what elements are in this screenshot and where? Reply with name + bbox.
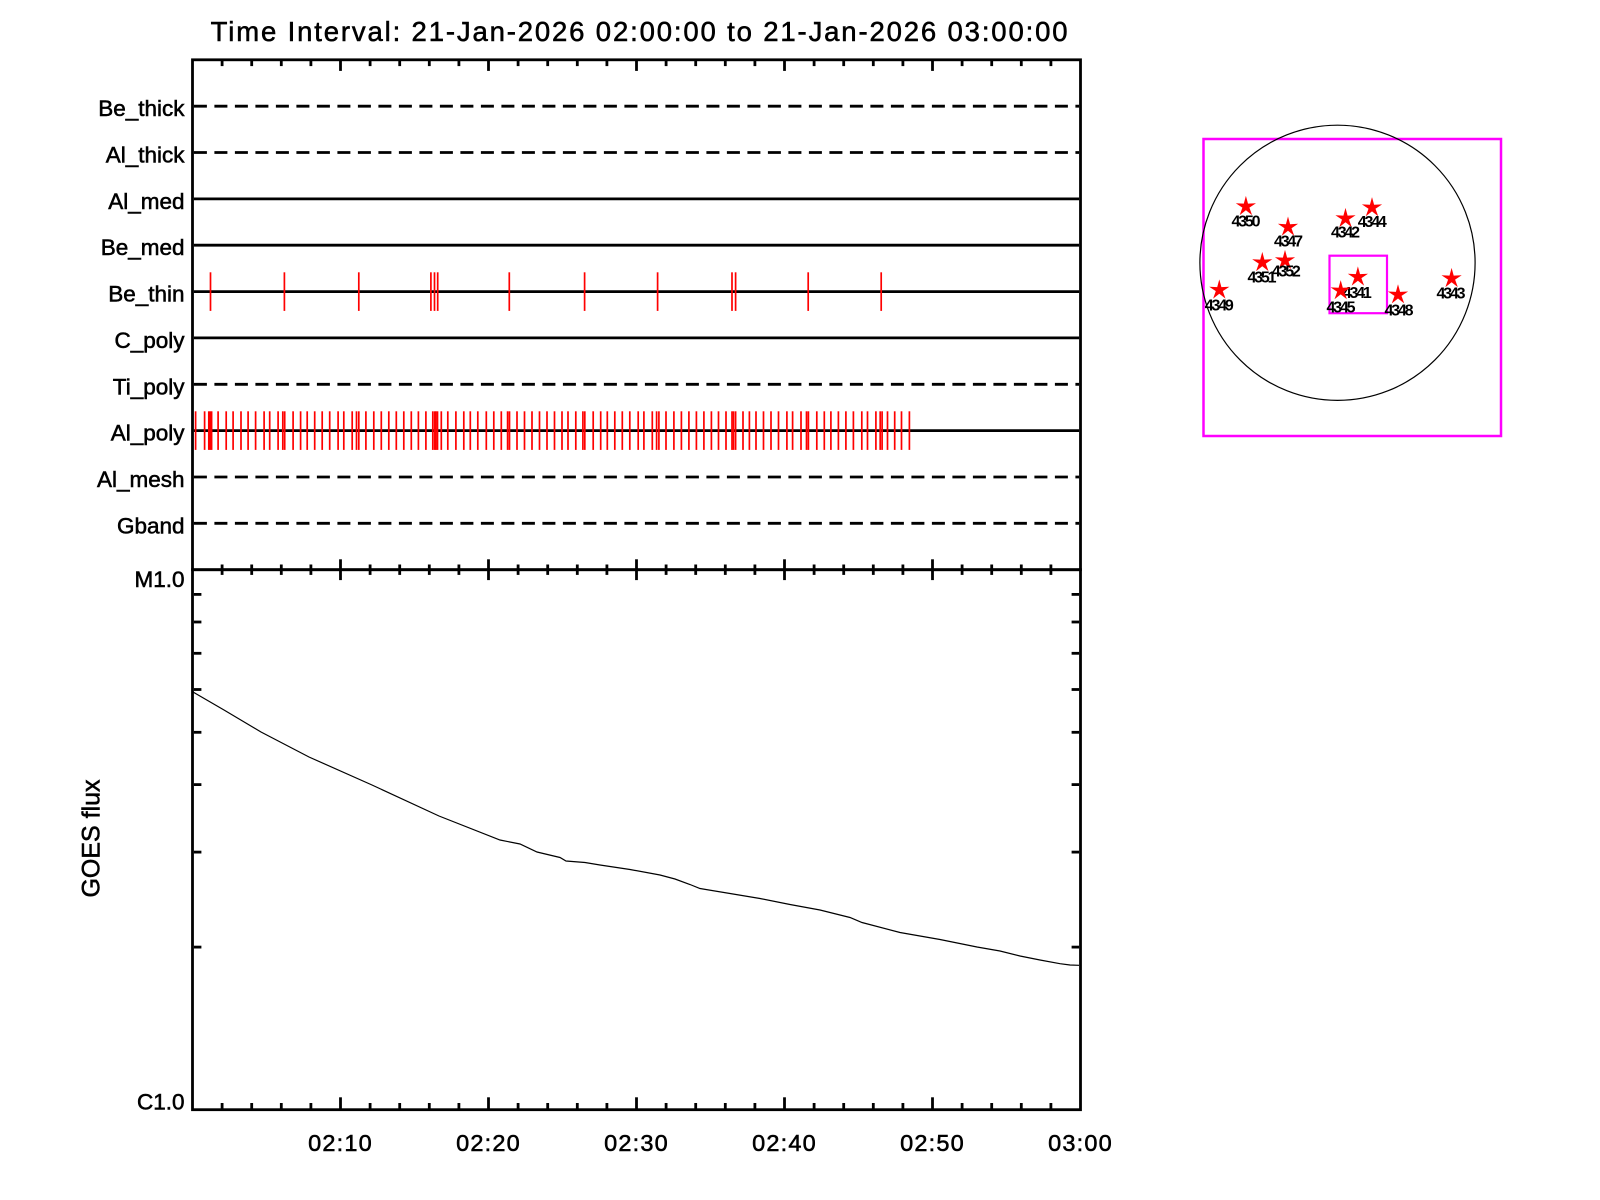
svg-text:Al_poly: Al_poly [111, 421, 186, 446]
svg-text:02:50: 02:50 [900, 1130, 965, 1156]
svg-text:M1.0: M1.0 [134, 567, 184, 592]
svg-text:Be_thick: Be_thick [98, 96, 185, 121]
svg-text:4352: 4352 [1272, 264, 1301, 281]
svg-text:4345: 4345 [1327, 299, 1356, 316]
svg-text:02:40: 02:40 [752, 1130, 817, 1156]
svg-text:02:10: 02:10 [308, 1130, 373, 1156]
svg-text:Al_med: Al_med [108, 189, 184, 214]
svg-text:4348: 4348 [1385, 303, 1414, 320]
svg-text:4343: 4343 [1437, 286, 1466, 303]
svg-text:C1.0: C1.0 [137, 1090, 185, 1115]
svg-text:Al_thick: Al_thick [106, 143, 186, 168]
svg-text:02:30: 02:30 [604, 1130, 669, 1156]
svg-text:02:20: 02:20 [456, 1130, 521, 1156]
svg-text:C_poly: C_poly [114, 328, 185, 353]
svg-text:4350: 4350 [1232, 214, 1261, 231]
svg-text:GOES flux: GOES flux [78, 779, 106, 898]
svg-text:Ti_poly: Ti_poly [113, 374, 185, 399]
svg-text:03:00: 03:00 [1048, 1130, 1113, 1156]
svg-text:4344: 4344 [1358, 214, 1387, 231]
svg-text:4349: 4349 [1205, 298, 1234, 315]
svg-text:Gband: Gband [117, 513, 185, 538]
svg-text:Be_med: Be_med [101, 235, 185, 260]
svg-text:4351: 4351 [1248, 269, 1277, 286]
svg-text:4341: 4341 [1343, 285, 1372, 302]
svg-text:4342: 4342 [1331, 224, 1360, 241]
svg-text:Be_thin: Be_thin [108, 282, 184, 307]
svg-text:Al_mesh: Al_mesh [97, 467, 185, 492]
svg-text:4347: 4347 [1274, 233, 1303, 250]
svg-text:Time Interval: 21-Jan-2026 02:: Time Interval: 21-Jan-2026 02:00:00 to 2… [211, 16, 1070, 47]
